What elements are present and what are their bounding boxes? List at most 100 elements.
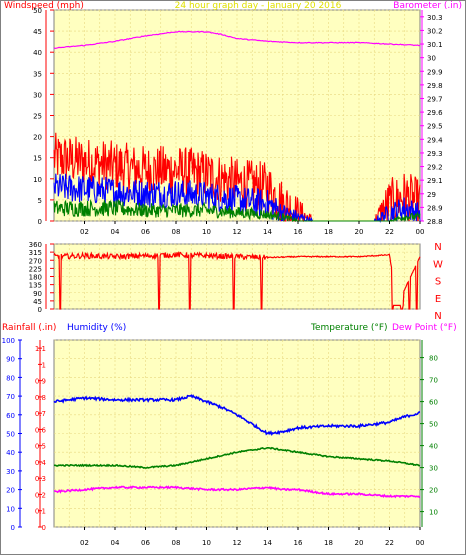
temp-tick-label: 50 — [429, 421, 438, 429]
humidity-tick-label: 0 — [11, 524, 15, 532]
direction-tick-label: 360 — [29, 241, 42, 249]
series-humidity — [53, 394, 421, 436]
compass-label: S — [435, 277, 441, 288]
y-right-tick-label: 29 — [427, 191, 436, 199]
y-right-tick-label: 29.3 — [427, 150, 443, 158]
x-tick-label: 04 — [111, 539, 120, 547]
humidity-tick-label: 40 — [6, 449, 15, 457]
y-right-tick-label: 28.9 — [427, 204, 443, 212]
x-tick-label: 02 — [80, 539, 89, 547]
x-tick-label: 22 — [385, 228, 394, 236]
humidity-tick-label: 10 — [6, 505, 15, 513]
x-tick-label: 00 — [416, 539, 425, 547]
x-tick-label: 14 — [263, 228, 272, 236]
y-right-tick-label: 28.8 — [427, 218, 443, 226]
graph-title: 24 hour graph day - January 20 2016 — [175, 1, 342, 11]
y-left-tick-label: 25 — [33, 113, 42, 121]
direction-tick-label: 315 — [29, 249, 42, 257]
x-tick-label: 18 — [324, 228, 333, 236]
humidity-axis-title: Humidity (%) — [67, 323, 126, 333]
direction-tick-label: 45 — [33, 298, 42, 306]
barometer-axis-title: Barometer (.in) — [393, 1, 462, 11]
y-left-tick-label: 0 — [38, 218, 42, 226]
direction-tick-label: 270 — [29, 257, 42, 265]
x-tick-label: 20 — [355, 228, 364, 236]
rain-tick-label: 0.6 — [35, 426, 47, 434]
x-tick-label: 20 — [355, 539, 364, 547]
direction-tick-label: 180 — [29, 274, 42, 282]
humidity-tick-label: 90 — [6, 356, 15, 364]
y-right-tick-label: 29.5 — [427, 123, 443, 131]
y-right-tick-label: 29.6 — [427, 109, 443, 117]
humidity-tick-label: 70 — [6, 393, 15, 401]
compass-label: W — [433, 259, 443, 270]
temp-tick-label: 10 — [429, 509, 438, 517]
windspeed-axis-title: Windspeed (mph) — [4, 1, 84, 11]
x-tick-label: 06 — [141, 539, 150, 547]
temperature-axis-title: Temperature (°F) — [310, 323, 388, 333]
y-left-tick-label: 10 — [33, 176, 42, 184]
x-tick-label: 16 — [294, 228, 303, 236]
y-left-tick-label: 5 — [38, 197, 42, 205]
y-left-tick-label: 30 — [33, 91, 42, 99]
y-right-tick-label: 30 — [427, 55, 436, 63]
temp-tick-label: 80 — [429, 355, 438, 363]
humidity-tick-label: 100 — [2, 337, 15, 345]
compass-label: N — [434, 311, 441, 322]
rainfall-axis-title: Rainfall (.in) — [2, 323, 56, 333]
direction-tick-label: 90 — [33, 290, 42, 298]
y-left-tick-label: 40 — [33, 49, 42, 57]
y-left-tick-label: 50 — [33, 7, 42, 15]
x-tick-label: 18 — [324, 539, 333, 547]
x-tick-label: 12 — [233, 539, 242, 547]
compass-label: E — [435, 294, 441, 305]
x-tick-label: 16 — [294, 539, 303, 547]
temp-tick-label: 30 — [429, 465, 438, 473]
rain-tick-label: 0.4 — [35, 459, 47, 467]
x-tick-label: 02 — [80, 228, 89, 236]
x-tick-label: 06 — [141, 228, 150, 236]
humidity-tick-label: 80 — [6, 374, 15, 382]
x-tick-label: 12 — [233, 228, 242, 236]
x-tick-label: 22 — [385, 539, 394, 547]
series-dew-point — [54, 485, 421, 499]
y-left-tick-label: 35 — [33, 70, 42, 78]
direction-tick-label: 225 — [29, 265, 42, 273]
x-tick-label: 00 — [416, 228, 425, 236]
rain-tick-label: 1 — [42, 361, 46, 369]
y-right-tick-label: 29.7 — [427, 95, 443, 103]
x-tick-label: 08 — [172, 228, 181, 236]
x-tick-label: 04 — [111, 228, 120, 236]
temp-tick-label: 60 — [429, 399, 438, 407]
temp-tick-label: 40 — [429, 443, 438, 451]
dewpoint-axis-title: Dew Point (°F) — [392, 323, 457, 333]
direction-tick-label: 0 — [38, 306, 42, 314]
x-tick-label: 10 — [202, 228, 211, 236]
compass-label: N — [434, 242, 441, 253]
humidity-tick-label: 50 — [6, 431, 15, 439]
y-right-tick-label: 29.2 — [427, 164, 443, 172]
temp-tick-label: 20 — [429, 487, 438, 495]
y-left-tick-label: 15 — [33, 155, 42, 163]
y-right-tick-label: 30.2 — [427, 27, 443, 35]
y-left-tick-label: 20 — [33, 134, 42, 142]
y-right-tick-label: 29.1 — [427, 177, 443, 185]
y-left-tick-label: 45 — [33, 28, 42, 36]
y-right-tick-label: 30.1 — [427, 41, 443, 49]
y-right-tick-label: 29.9 — [427, 68, 443, 76]
x-tick-label: 10 — [202, 539, 211, 547]
humidity-tick-label: 60 — [6, 412, 15, 420]
humidity-tick-label: 20 — [6, 487, 15, 495]
y-right-tick-label: 30.3 — [427, 14, 443, 22]
y-right-tick-label: 29.8 — [427, 82, 443, 90]
series-temperature — [53, 446, 421, 469]
series-barometer — [53, 30, 421, 50]
series-wind-direction — [53, 250, 421, 310]
rain-tick-label: 0 — [42, 524, 46, 532]
x-tick-label: 14 — [263, 539, 272, 547]
direction-tick-label: 135 — [29, 282, 42, 290]
x-tick-label: 08 — [172, 539, 181, 547]
humidity-tick-label: 30 — [6, 468, 15, 476]
